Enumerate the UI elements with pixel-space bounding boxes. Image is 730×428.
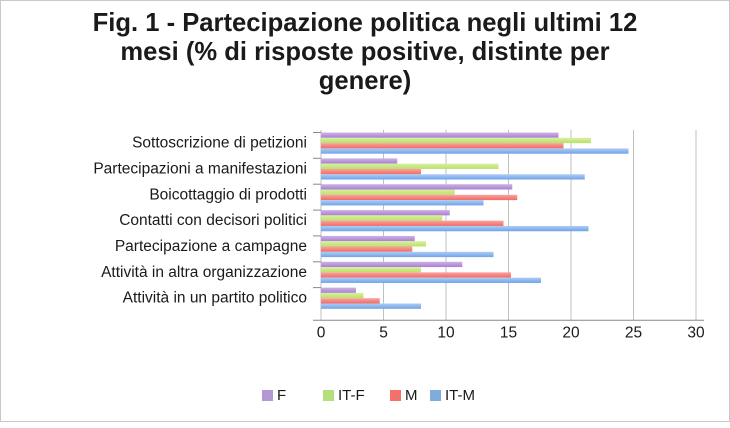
svg-text:Partecipazioni a manifestazion: Partecipazioni a manifestazioni	[93, 160, 307, 177]
svg-text:F: F	[277, 387, 286, 404]
svg-text:Partecipazione a campagne: Partecipazione a campagne	[115, 238, 307, 255]
svg-text:5: 5	[379, 324, 388, 341]
svg-text:10: 10	[437, 324, 455, 341]
svg-text:25: 25	[625, 324, 642, 341]
svg-text:30: 30	[687, 324, 705, 341]
svg-text:M: M	[405, 387, 418, 404]
svg-text:Attività in un partito politic: Attività in un partito politico	[123, 290, 307, 307]
svg-text:IT-F: IT-F	[338, 387, 365, 404]
svg-text:Boicottaggio di prodotti: Boicottaggio di prodotti	[149, 186, 307, 203]
svg-text:Sottoscrizione di petizioni: Sottoscrizione di petizioni	[132, 135, 307, 152]
svg-text:15: 15	[500, 324, 517, 341]
svg-text:Attività in altra organizzazio: Attività in altra organizzazione	[101, 264, 307, 281]
svg-text:20: 20	[562, 324, 580, 341]
svg-text:0: 0	[317, 324, 326, 341]
svg-text:Contatti con decisori politici: Contatti con decisori politici	[119, 212, 307, 229]
svg-text:IT-M: IT-M	[445, 387, 475, 404]
